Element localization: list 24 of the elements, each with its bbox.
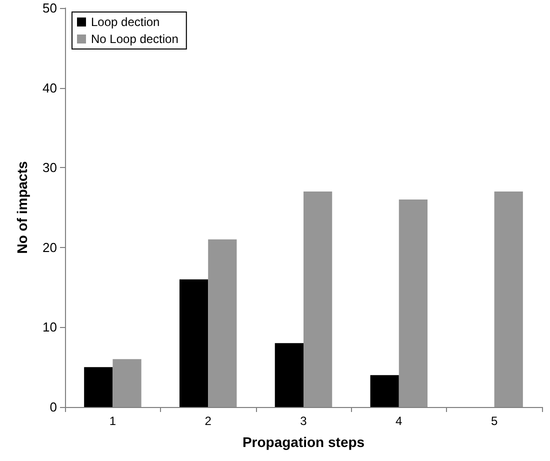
- y-tick-label: 10: [42, 320, 57, 335]
- bar: [304, 192, 332, 407]
- y-tick-label: 20: [42, 240, 57, 255]
- bar: [208, 239, 237, 407]
- x-tick-label: 3: [300, 414, 308, 428]
- y-axis-title: No of impacts: [14, 161, 30, 254]
- bar: [398, 200, 428, 407]
- x-tick-label: 1: [109, 414, 116, 428]
- y-tick-label: 50: [42, 0, 57, 16]
- bar: [84, 367, 113, 407]
- bar: [112, 359, 142, 407]
- y-tick-label: 30: [42, 160, 57, 176]
- x-tick-label: 2: [204, 414, 212, 428]
- bar: [370, 375, 399, 407]
- x-tick-label: 5: [490, 414, 498, 428]
- legend-label: Loop dection: [91, 15, 160, 29]
- bar: [494, 192, 523, 407]
- bar: [274, 343, 304, 407]
- y-tick-label: 0: [50, 400, 57, 414]
- legend-label: No Loop dection: [91, 32, 178, 46]
- y-tick-label: 40: [42, 80, 57, 96]
- x-tick-label: 4: [396, 414, 403, 428]
- bar: [179, 279, 208, 407]
- x-axis-title: Propagation steps: [242, 434, 365, 450]
